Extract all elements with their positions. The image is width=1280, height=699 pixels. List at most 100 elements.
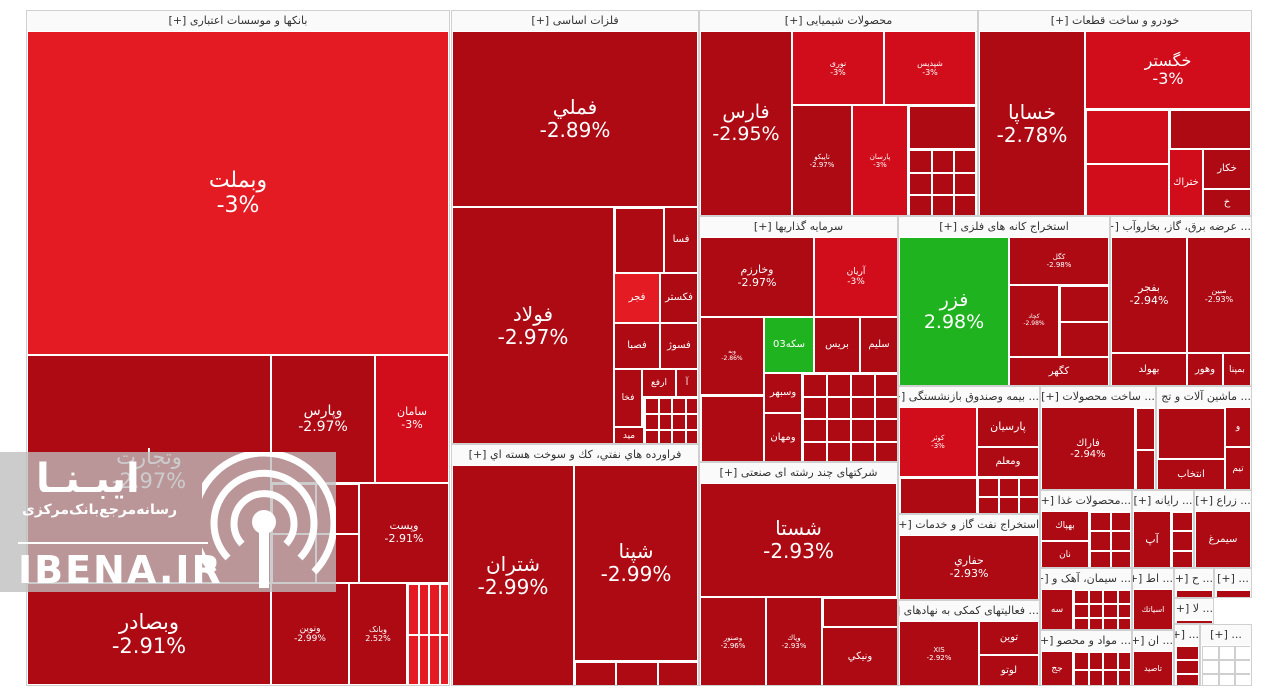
stock-tile[interactable]: شپدیس -3% [884,31,976,105]
stock-cell[interactable] [658,414,672,430]
stock-cell[interactable] [1136,450,1154,489]
stock-cell[interactable] [1074,652,1089,670]
sector-title[interactable]: ... مواد و محصو [+] [1041,631,1131,652]
stock-cell[interactable] [1019,497,1038,513]
small-stocks-cluster[interactable] [1073,651,1131,685]
small-stocks-cluster[interactable] [1059,285,1109,357]
stock-tile[interactable]: آ [676,369,698,397]
stock-tile[interactable]: وبه -2.86% [700,317,764,395]
stock-cell[interactable] [1235,674,1250,685]
stock-cell[interactable] [1176,646,1198,660]
sector-title[interactable]: ... [+] [1201,625,1251,646]
small-stocks-cluster[interactable] [1171,511,1193,567]
stock-tile[interactable]: شپنا -2.99% [574,465,698,661]
small-stocks-cluster[interactable] [822,597,897,627]
stock-cell[interactable] [1060,322,1108,356]
stock-cell[interactable] [1074,590,1089,604]
stock-tile[interactable]: سيمرغ [1195,511,1251,567]
stock-tile[interactable]: توين [979,621,1039,655]
sector-title[interactable]: ... ماشین آلات و تج [+] [1157,387,1251,408]
stock-cell[interactable] [1172,531,1192,551]
stock-tile[interactable]: شستا -2.93% [700,483,897,597]
small-stocks-cluster[interactable] [908,149,976,215]
stock-tile[interactable]: تيم [1225,447,1251,489]
stock-cell[interactable] [823,598,897,626]
stock-cell[interactable] [1090,550,1111,567]
stock-cell[interactable] [909,150,932,173]
sector-title[interactable]: سرمایه گذاریها [+] [700,217,897,238]
stock-tile[interactable]: وپست -2.91% [359,483,449,583]
stock-cell[interactable] [803,374,827,397]
stock-tile[interactable]: نوری -3% [792,31,884,105]
stock-cell[interactable] [827,441,851,461]
sector-oilgas[interactable]: استخراج نفت گاز و خدمات [+] حفاري -2.93% [898,514,1040,600]
sector-pharma[interactable]: ... ان [+] تاصيد [1132,630,1174,686]
stock-cell[interactable] [645,430,659,443]
stock-tile[interactable]: بفجر -2.94% [1111,237,1187,353]
stock-cell[interactable] [672,398,686,414]
sector-title[interactable]: ... ح [+] [1175,569,1213,590]
stock-tile[interactable]: نان [1041,541,1089,567]
stock-cell[interactable] [418,584,429,635]
stock-tile[interactable]: بمپنا [1223,353,1251,385]
stock-cell[interactable] [1117,604,1130,618]
stock-cell[interactable] [1202,674,1219,685]
stock-tile[interactable]: اسياتك [1133,589,1173,629]
stock-tile[interactable]: ميد [614,427,644,443]
sector-title[interactable]: ... لا [+] [1175,599,1213,620]
stock-cell[interactable] [1176,660,1198,674]
stock-cell[interactable] [1103,670,1118,685]
sector-chemicals[interactable]: محصولات شیمیایی [+] فارس -2.95% نوری -3% شپدی… [699,10,978,216]
stock-cell[interactable] [954,172,975,196]
stock-tile[interactable]: وصنور -2.96% [700,597,766,685]
stock-cell[interactable] [1172,550,1192,567]
sector-title[interactable]: ... [+] [1175,625,1199,646]
stock-cell[interactable] [658,430,672,443]
stock-tile[interactable]: خكار [1203,149,1251,189]
stock-tile[interactable]: وسبهر [764,373,802,413]
sector-cement[interactable]: ... سیمان، آهک و [+] سه [1040,568,1132,630]
sector-small1[interactable]: ... ح [+] [1174,568,1214,598]
small-stocks-cluster[interactable] [614,207,664,273]
stock-tile[interactable]: مبين -2.93% [1187,237,1251,353]
stock-tile[interactable]: جج [1041,651,1073,685]
stock-cell[interactable] [954,195,975,215]
stock-tile[interactable]: ونيكي [822,627,897,685]
stock-cell[interactable] [978,478,999,497]
stock-cell[interactable] [1158,408,1224,458]
stock-cell[interactable] [875,419,897,442]
sector-title[interactable]: ... اط [+] [1133,569,1173,590]
stock-tile[interactable]: بهولد [1111,353,1187,385]
stock-tile[interactable]: فخا [614,369,642,427]
stock-cell[interactable] [1074,670,1089,685]
stock-tile[interactable]: ومعلم [977,447,1039,477]
stock-cell[interactable] [1235,660,1250,674]
stock-cell[interactable] [1103,604,1118,618]
stock-cell[interactable] [1103,590,1118,604]
stock-tile[interactable]: كوثر -3% [899,407,977,477]
sector-support[interactable]: ... فعالیتهای کمکی به نهادهای [+] توين لوت… [898,600,1040,686]
stock-cell[interactable] [1088,670,1103,685]
small-stocks-cluster[interactable] [1157,407,1225,459]
stock-cell[interactable] [851,374,875,397]
sector-small2[interactable]: ... [+] [1214,568,1252,598]
stock-cell[interactable] [1117,652,1130,670]
small-stocks-cluster[interactable] [1169,109,1251,149]
sector-farming[interactable]: ... زراع [+] سيمرغ [1194,490,1252,568]
stock-cell[interactable] [408,584,419,635]
sector-title[interactable]: خودرو و ساخت قطعات [+] [979,11,1251,32]
stock-cell[interactable] [954,150,975,173]
stock-cell[interactable] [1117,670,1130,685]
stock-tile[interactable]: وبملت -3% [27,31,449,355]
small-stocks-cluster[interactable] [1089,511,1131,567]
stock-cell[interactable] [1088,590,1103,604]
small-stocks-cluster[interactable] [1201,645,1251,685]
stock-cell[interactable] [1172,512,1192,532]
stock-cell[interactable] [1176,620,1212,623]
stock-cell[interactable] [1060,286,1108,322]
sector-title[interactable]: فلزات اساسی [+] [452,11,698,32]
sector-title[interactable]: ... فعالیتهای کمکی به نهادهای [+] [899,601,1039,622]
stock-cell[interactable] [851,441,875,461]
stock-cell[interactable] [645,414,659,430]
sector-small3[interactable]: ... لا [+] [1174,598,1214,624]
